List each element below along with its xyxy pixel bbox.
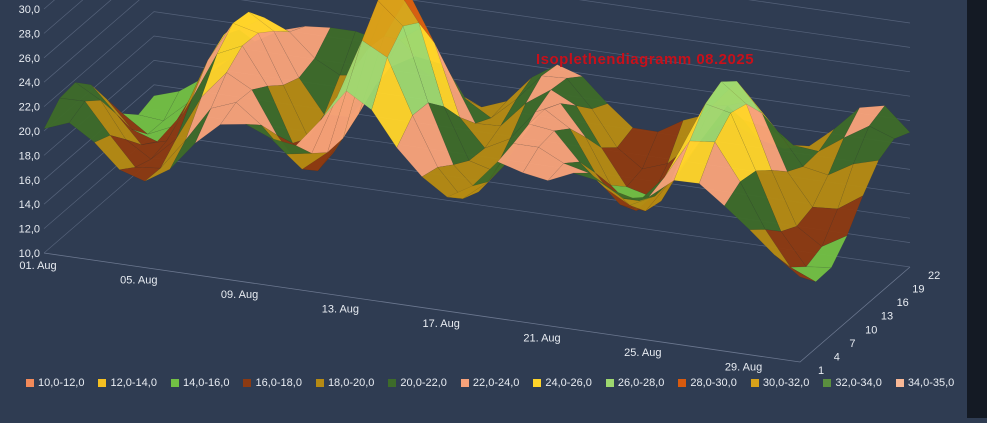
legend-label: 30,0-32,0	[762, 377, 810, 389]
z-axis-tick-labels: 10,0 12,0 14,0 16,0 18,0 20,0 22,0 24,0 26,0 28,0…	[19, 4, 40, 260]
gridline	[43, 0, 911, 97]
legend-label: 14,0-16,0	[182, 377, 230, 389]
legend-label: 12,0-14,0	[110, 377, 157, 389]
z-tick-label: 26,0	[19, 53, 40, 65]
legend-item: 24,0-26,0	[533, 377, 592, 389]
legend-swatch	[460, 379, 469, 387]
legend-swatch	[98, 379, 107, 387]
legend-swatch	[895, 379, 904, 387]
z-tick-label: 30,0	[19, 4, 40, 16]
y-tick-label: 7	[849, 338, 855, 350]
legend-item: 14,0-16,0	[170, 377, 230, 389]
z-tick-label: 24,0	[19, 77, 40, 89]
window-edge	[967, 0, 987, 418]
z-tick-label: 22,0	[19, 102, 40, 114]
surface-facet	[853, 125, 895, 165]
legend-swatch	[823, 379, 832, 387]
legend-swatch	[26, 379, 34, 387]
legend-item: 34,0-35,0	[895, 377, 955, 389]
z-tick-label: 28,0	[19, 28, 40, 40]
legend-swatch	[315, 379, 324, 387]
y-tick-label: 4	[834, 351, 840, 363]
x-axis-tick-labels: 01. Aug 05. Aug 09. Aug 13. Aug 17. Aug 21. A…	[19, 260, 762, 374]
z-tick-label: 10,0	[19, 248, 40, 260]
y-tick-label: 13	[881, 311, 893, 323]
legend-swatch	[605, 379, 614, 387]
legend-item: 22,0-24,0	[460, 377, 520, 389]
legend-item: 32,0-34,0	[823, 377, 882, 389]
legend-swatch	[388, 379, 397, 387]
legend: 10,0-12,0 12,0-14,0 14,0-16,0 16,0-18,0 18,0…	[26, 374, 968, 392]
isopleth-surface-chart: 10,0 12,0 14,0 16,0 18,0 20,0 22,0 24,0 26,0 28,0…	[19, 0, 940, 377]
gridline	[43, 0, 911, 73]
y-tick-label: 10	[865, 324, 877, 336]
z-tick-label: 16,0	[19, 175, 40, 187]
y-tick-label: 16	[897, 297, 909, 309]
z-tick-label: 18,0	[19, 150, 40, 162]
z-tick-label: 14,0	[19, 199, 40, 211]
chart-title: Isoplethendiagramm 08.2025	[536, 51, 754, 68]
z-tick-label: 12,0	[19, 224, 40, 236]
gridline	[43, 0, 911, 48]
surface-facet	[837, 160, 879, 210]
legend-swatch	[243, 379, 252, 387]
y-tick-label: 19	[912, 284, 924, 296]
x-tick-label: 21. Aug	[523, 333, 560, 345]
legend-swatch	[750, 379, 759, 387]
x-tick-label: 17. Aug	[423, 318, 460, 330]
gridline	[43, 0, 911, 24]
y-tick-label: 1	[818, 365, 824, 377]
legend-label: 16,0-18,0	[255, 377, 302, 389]
legend-label: 22,0-24,0	[472, 377, 520, 389]
legend-label: 28,0-30,0	[690, 377, 737, 389]
legend-label: 18,0-20,0	[327, 377, 375, 389]
legend-swatch	[678, 379, 687, 387]
z-tick-label: 20,0	[19, 126, 40, 138]
legend-item: 20,0-22,0	[388, 377, 447, 389]
legend-item: 16,0-18,0	[243, 377, 302, 389]
legend-label: 26,0-28,0	[617, 377, 665, 389]
legend-label: 34,0-35,0	[907, 377, 955, 389]
floor-axis	[43, 252, 911, 363]
x-tick-label: 25. Aug	[624, 347, 661, 359]
legend-item: 28,0-30,0	[678, 377, 737, 389]
y-tick-label: 22	[928, 270, 940, 282]
legend-item: 18,0-20,0	[315, 377, 375, 389]
legend-item: 26,0-28,0	[605, 377, 665, 389]
legend-swatch	[170, 379, 179, 387]
legend-item: 12,0-14,0	[98, 377, 157, 389]
legend-label: 24,0-26,0	[545, 377, 592, 389]
legend-label: 20,0-22,0	[400, 377, 447, 389]
legend-label: 10,0-12,0	[38, 377, 85, 389]
x-tick-label: 05. Aug	[120, 275, 157, 287]
surface-facet	[774, 255, 816, 282]
legend-swatch	[533, 379, 542, 387]
legend-item: 30,0-32,0	[750, 377, 810, 389]
x-tick-label: 29. Aug	[725, 362, 762, 374]
gridline	[43, 11, 911, 121]
surface-plot	[43, 0, 911, 282]
x-tick-label: 13. Aug	[322, 304, 359, 316]
legend-label: 32,0-34,0	[835, 377, 882, 389]
x-tick-label: 09. Aug	[221, 289, 258, 301]
legend-item: 10,0-12,0	[26, 377, 84, 389]
x-tick-label: 01. Aug	[19, 260, 56, 272]
